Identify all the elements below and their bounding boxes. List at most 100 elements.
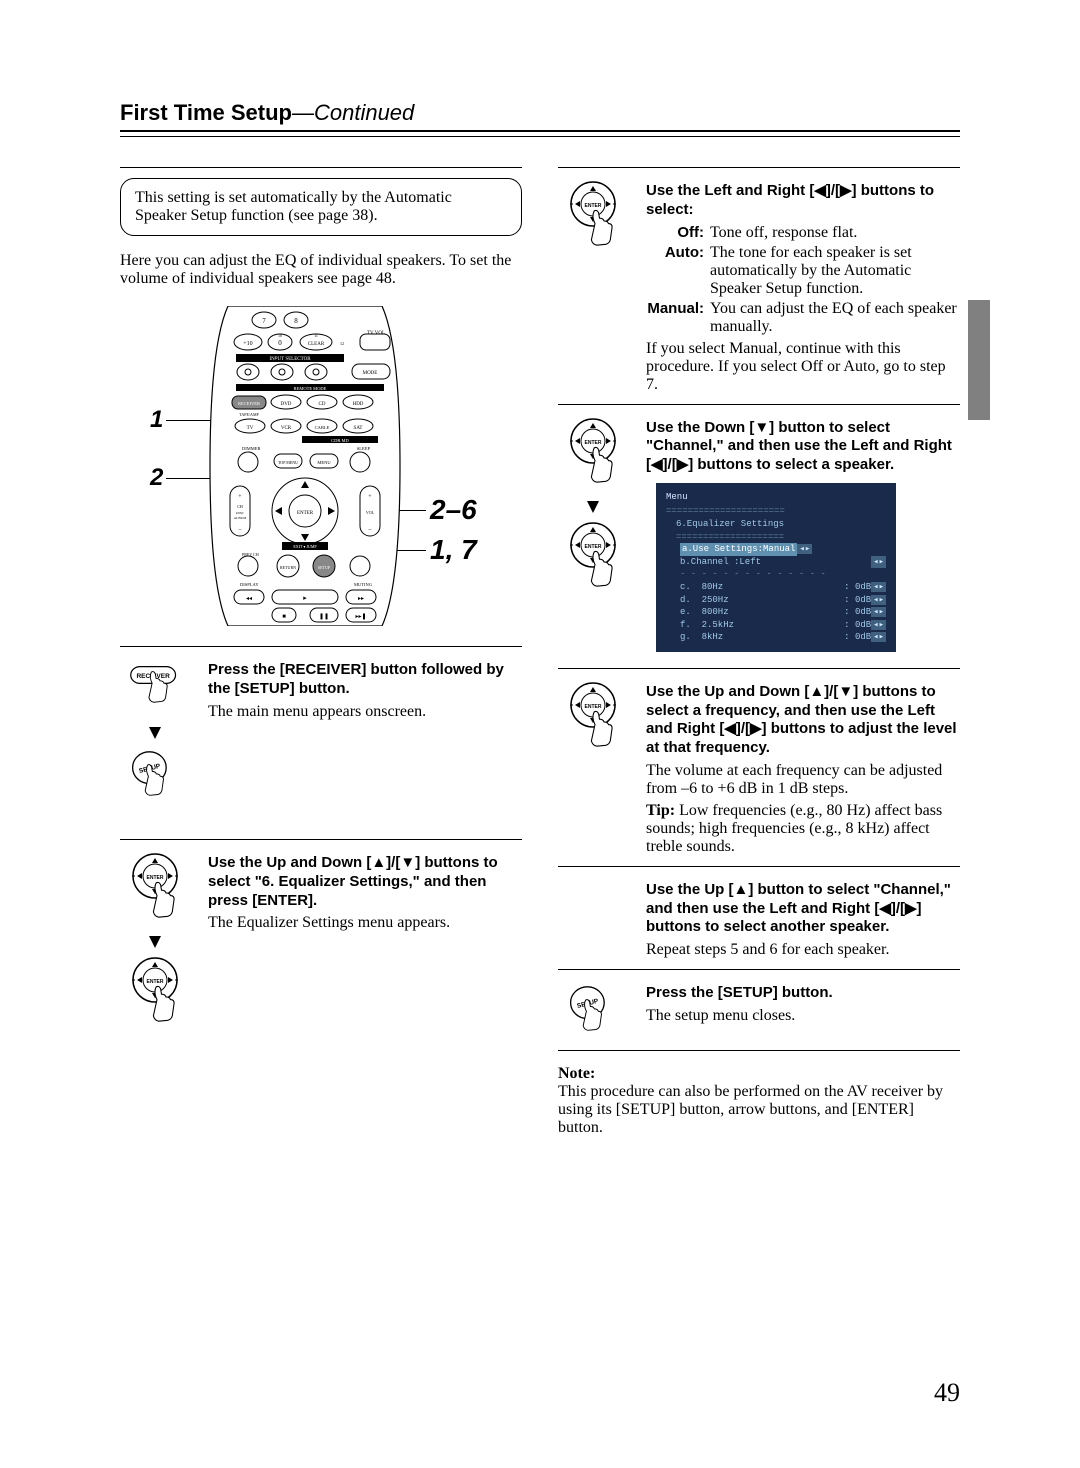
callout-num-2: 2 [150, 464, 163, 492]
arrow-down-icon [149, 727, 161, 739]
enter-dpad-icon [123, 954, 187, 1034]
setup-button-icon [565, 980, 621, 1044]
svg-text:MUTING: MUTING [354, 582, 373, 587]
svg-text:CLEAR: CLEAR [308, 342, 325, 347]
callout-steps: 1, 7 [430, 534, 477, 566]
step2-text: The Equalizer Settings menu appears. [208, 914, 522, 932]
note-label: Note: [558, 1065, 595, 1082]
end-rule [558, 1050, 960, 1051]
svg-text:CD: CD [319, 402, 326, 407]
step6-row: Use the Up [▲] button to select "Channel… [558, 866, 960, 963]
svg-text:12: 12 [340, 341, 344, 346]
svg-text:▸▸❚: ▸▸❚ [355, 613, 366, 620]
svg-text:DISPLAY: DISPLAY [240, 582, 259, 587]
step5-tip: Tip: Low frequencies (e.g., 80 Hz) affec… [646, 802, 960, 856]
svg-text:MODE: MODE [363, 371, 378, 376]
step5-bold: Use the Up and Down [▲]/[▼] buttons to s… [646, 683, 960, 758]
callout-box: This setting is set automatically by the… [120, 178, 522, 236]
opt-manual-text: You can adjust the EQ of each speaker ma… [710, 300, 960, 336]
menu-row-a: a.Use Settings:Manual◂▸ [666, 543, 886, 556]
svg-text:RECEIVER: RECEIVER [238, 401, 260, 406]
step2-row: Use the Up and Down [▲]/[▼] buttons to s… [120, 839, 522, 1034]
opt-auto-text: The tone for each speaker is set automat… [710, 244, 960, 298]
svg-text:EXIT ▾ JUMP: EXIT ▾ JUMP [293, 544, 317, 549]
step1-text: The main menu appears onscreen. [208, 703, 522, 721]
svg-text:DVD: DVD [281, 402, 292, 407]
step2-bold: Use the Up and Down [▲]/[▼] buttons to s… [208, 854, 522, 910]
step3-text: If you select Manual, continue with this… [646, 340, 960, 394]
menu-freq-rows: c. 80Hz : 0dB◂▸d. 250Hz : 0dB◂▸e. 800Hz … [666, 581, 886, 644]
callout-text: This setting is set automatically by the… [135, 189, 452, 224]
step2-body: Use the Up and Down [▲]/[▼] buttons to s… [208, 850, 522, 1034]
columns: This setting is set automatically by the… [120, 167, 960, 1137]
section-continued: —Continued [292, 100, 414, 125]
menu-freq-row: c. 80Hz : 0dB◂▸ [680, 581, 886, 594]
arrow-down-icon [149, 936, 161, 948]
step6-text: Repeat steps 5 and 6 for each speaker. [646, 941, 960, 959]
opt-off-label: Off: [646, 224, 704, 242]
right-column: Use the Left and Right [◀]/[▶] buttons t… [558, 167, 960, 1137]
enter-dpad-icon [561, 178, 625, 258]
svg-text:DISC: DISC [236, 511, 245, 515]
step6-icons [558, 877, 628, 963]
manual-page: First Time Setup—Continued This setting … [0, 0, 1080, 1468]
intro-text: Here you can adjust the EQ of individual… [120, 252, 522, 288]
menu-freq-row: f. 2.5kHz: 0dB◂▸ [680, 619, 886, 632]
step7-bold: Press the [SETUP] button. [646, 984, 960, 1003]
step5-body: Use the Up and Down [▲]/[▼] buttons to s… [646, 679, 960, 860]
svg-text:VCR: VCR [281, 426, 292, 431]
step7-text: The setup menu closes. [646, 1007, 960, 1025]
svg-text:■: ■ [282, 614, 286, 620]
step3-bold: Use the Left and Right [◀]/[▶] buttons t… [646, 182, 960, 220]
svg-text:SLEEP: SLEEP [357, 446, 371, 451]
enter-dpad-icon [561, 415, 625, 495]
svg-text:TAPE/AMP: TAPE/AMP [239, 412, 259, 417]
callout-num-1: 1 [150, 406, 163, 434]
svg-text:RETURN: RETURN [280, 565, 296, 570]
svg-text:11: 11 [314, 333, 318, 338]
svg-text:▸▸: ▸▸ [358, 596, 364, 602]
enter-dpad-icon [561, 679, 625, 759]
svg-text:SAT: SAT [354, 426, 363, 431]
step7-row: Press the [SETUP] button. The setup menu… [558, 969, 960, 1044]
step5-text: The volume at each frequency can be adju… [646, 762, 960, 798]
menu-heading: 6.Equalizer Settings [666, 518, 886, 531]
menu-title: Menu [666, 491, 886, 504]
svg-text:HDD: HDD [353, 402, 364, 407]
title-rule [120, 130, 960, 137]
svg-text:TV: TV [247, 426, 254, 431]
svg-text:SETUP: SETUP [318, 565, 331, 570]
svg-text:CDR MD: CDR MD [331, 438, 349, 443]
svg-text:◂◂: ◂◂ [246, 596, 252, 602]
receiver-button-icon [127, 657, 183, 721]
svg-text:7: 7 [262, 317, 266, 325]
menu-screenshot: Menu ====================== 6.Equalizer … [656, 483, 896, 652]
section-title: First Time Setup—Continued [120, 100, 960, 126]
svg-text:0: 0 [278, 339, 282, 347]
left-column: This setting is set automatically by the… [120, 167, 522, 1137]
opt-manual: Manual: You can adjust the EQ of each sp… [646, 300, 960, 336]
step3-row: Use the Left and Right [◀]/[▶] buttons t… [558, 167, 960, 398]
enter-dpad-icon [561, 519, 625, 599]
opt-manual-label: Manual: [646, 300, 704, 336]
step6-bold: Use the Up [▲] button to select "Channel… [646, 881, 960, 937]
menu-row-b: b.Channel :Left◂▸ [666, 556, 886, 569]
setup-button-icon [127, 745, 183, 809]
top-rule-left [120, 167, 522, 168]
remote-diagram: 1 2 2–6 1, 7 7 8 TV VOL +10 [120, 306, 522, 626]
svg-text:MACRO: MACRO [275, 358, 290, 363]
step5-icons [558, 679, 628, 860]
step3-icons [558, 178, 628, 398]
opt-auto-label: Auto: [646, 244, 704, 298]
step2-icons [120, 850, 190, 1034]
svg-text:ENTER: ENTER [297, 511, 314, 516]
opt-auto: Auto: The tone for each speaker is set a… [646, 244, 960, 298]
svg-text:CH: CH [237, 504, 243, 509]
svg-text:CABLE: CABLE [315, 425, 330, 430]
svg-text:+10: +10 [243, 341, 252, 347]
side-tab [968, 300, 990, 420]
enter-dpad-icon [123, 850, 187, 930]
opt-off: Off: Tone off, response flat. [646, 224, 960, 242]
note: Note: This procedure can also be perform… [558, 1065, 960, 1137]
menu-rule: - - - - - - - - - - - - - - [666, 568, 886, 581]
